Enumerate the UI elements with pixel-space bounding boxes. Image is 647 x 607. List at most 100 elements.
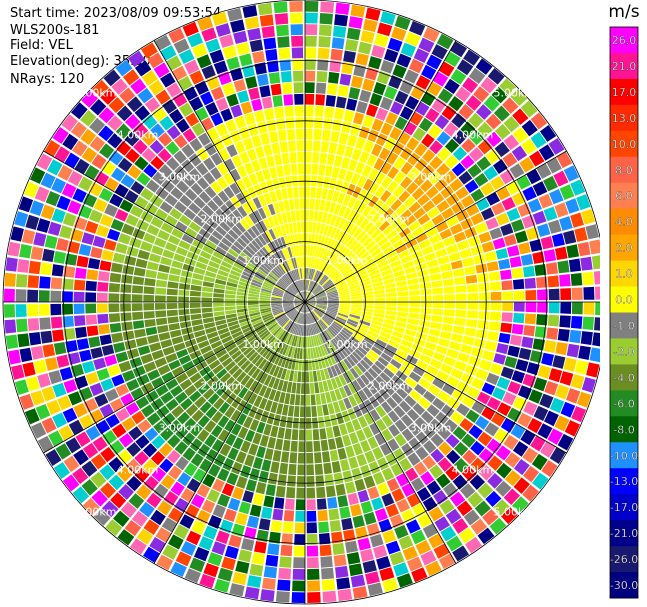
- velocity-gate: [411, 250, 424, 260]
- velocity-gate: [522, 484, 539, 502]
- velocity-gate: [250, 316, 262, 323]
- velocity-gate: [511, 370, 526, 384]
- velocity-gate: [426, 81, 442, 97]
- velocity-gate: [517, 412, 532, 428]
- velocity-gate: [155, 310, 167, 318]
- velocity-gate: [313, 287, 323, 295]
- velocity-gate: [284, 293, 295, 298]
- velocity-gate: [86, 269, 99, 281]
- velocity-gate: [334, 257, 343, 268]
- colorbar-border: [609, 26, 639, 599]
- velocity-gate: [190, 182, 204, 196]
- velocity-gate: [98, 187, 114, 202]
- velocity-gate: [117, 466, 133, 483]
- velocity-gate: [357, 389, 368, 402]
- velocity-gate: [532, 210, 547, 225]
- velocity-gate: [286, 416, 293, 429]
- velocity-gate: [583, 286, 595, 300]
- velocity-gate: [213, 306, 225, 312]
- velocity-gate: [87, 257, 101, 270]
- velocity-gate: [395, 204, 408, 216]
- velocity-gate: [381, 467, 395, 481]
- velocity-gate: [421, 245, 434, 256]
- velocity-gate: [422, 496, 438, 512]
- velocity-gate: [500, 366, 515, 380]
- velocity-gate: [245, 76, 258, 89]
- instrument-label: WLS200s-181: [10, 23, 100, 38]
- velocity-gate: [297, 371, 302, 383]
- velocity-gate: [82, 442, 99, 459]
- velocity-gate: [371, 277, 383, 284]
- velocity-gate: [321, 317, 331, 326]
- velocity-gate: [390, 199, 403, 211]
- velocity-gate: [310, 324, 314, 336]
- velocity-gate: [191, 122, 205, 137]
- velocity-gate: [530, 112, 548, 130]
- velocity-gate: [306, 499, 316, 511]
- velocity-gate: [151, 376, 165, 389]
- velocity-gate: [350, 290, 362, 295]
- velocity-gate: [166, 125, 181, 140]
- velocity-gate: [293, 257, 298, 269]
- velocity-gate: [124, 255, 137, 266]
- velocity-gate: [302, 256, 305, 268]
- velocity-gate: [277, 379, 284, 391]
- velocity-gate: [128, 50, 145, 68]
- velocity-gate: [228, 346, 240, 357]
- velocity-gate: [62, 303, 74, 315]
- velocity-gate: [521, 214, 536, 229]
- velocity-gate: [305, 82, 315, 94]
- range-ring-label: 3.00km: [159, 422, 201, 435]
- velocity-gate: [363, 336, 375, 346]
- velocity-gate: [329, 269, 339, 279]
- velocity-gate: [502, 97, 519, 114]
- colorbar-tick-label: 4.0: [615, 216, 633, 229]
- velocity-gate: [305, 294, 314, 302]
- velocity-gate: [338, 386, 348, 399]
- velocity-gate: [297, 280, 302, 292]
- velocity-gate: [280, 368, 287, 380]
- velocity-gate: [311, 417, 319, 429]
- velocity-gate: [264, 108, 275, 121]
- velocity-gate: [507, 407, 522, 422]
- velocity-gate: [290, 346, 296, 358]
- velocity-gate: [314, 308, 324, 315]
- velocity-gate: [228, 380, 240, 392]
- velocity-gate: [181, 233, 194, 244]
- velocity-gate: [323, 176, 331, 189]
- velocity-gate: [236, 42, 250, 56]
- velocity-gate: [136, 528, 154, 545]
- velocity-gate: [571, 302, 583, 315]
- velocity-gate: [367, 225, 378, 236]
- velocity-gate: [437, 147, 452, 162]
- velocity-gate: [54, 146, 71, 163]
- velocity-gate: [143, 519, 160, 536]
- velocity-gate: [326, 289, 338, 295]
- velocity-gate: [340, 181, 350, 194]
- velocity-gate: [365, 261, 377, 270]
- velocity-gate: [244, 112, 256, 126]
- velocity-gate: [295, 210, 301, 222]
- velocity-gate: [339, 331, 350, 340]
- velocity-gate: [297, 464, 305, 476]
- velocity-gate: [354, 478, 366, 492]
- velocity-gate: [129, 357, 143, 369]
- velocity-gate: [287, 287, 297, 295]
- velocity-gate: [283, 94, 294, 106]
- velocity-gate: [28, 332, 42, 346]
- velocity-gate: [533, 377, 548, 392]
- velocity-gate: [559, 371, 574, 386]
- velocity-gate: [422, 523, 439, 539]
- velocity-gate: [337, 362, 346, 374]
- velocity-gate: [186, 251, 199, 261]
- velocity-gate: [385, 344, 398, 354]
- velocity-gate: [465, 318, 478, 328]
- velocity-gate: [143, 361, 157, 373]
- velocity-gate: [255, 370, 265, 382]
- velocity-gate: [5, 257, 18, 272]
- velocity-gate: [305, 336, 308, 348]
- colorbar-swatch: [610, 208, 638, 236]
- velocity-gate: [426, 365, 439, 377]
- velocity-gate: [227, 213, 239, 225]
- velocity-gate: [196, 509, 211, 524]
